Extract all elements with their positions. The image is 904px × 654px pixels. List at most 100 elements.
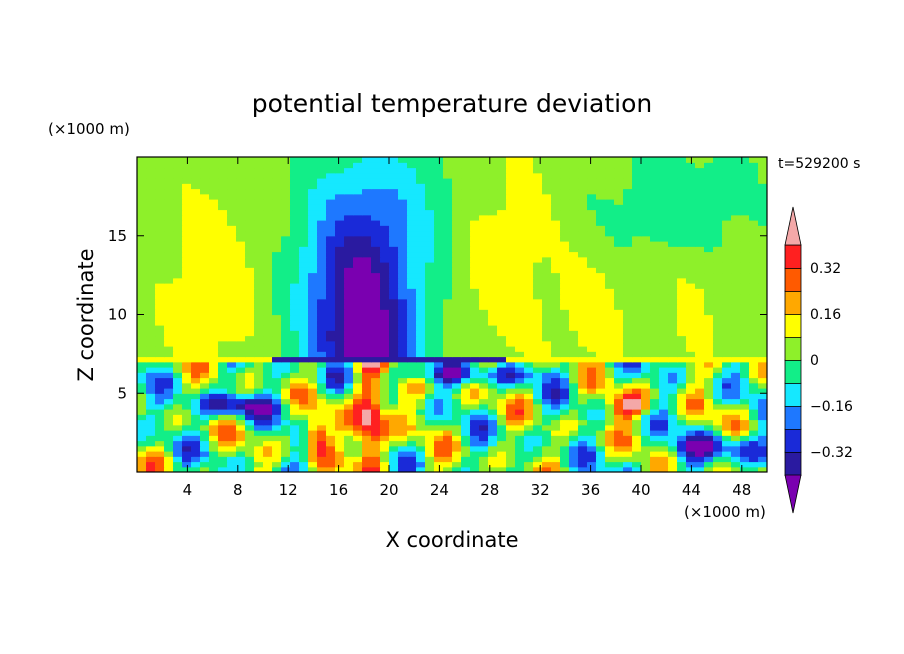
heatmap-cell [173, 466, 183, 472]
heatmap-cell [263, 419, 273, 426]
heatmap-cell [263, 267, 273, 274]
heatmap-cell [659, 346, 669, 352]
heatmap-cell [416, 304, 426, 310]
heatmap-cell [686, 388, 696, 394]
heatmap-cell [389, 246, 399, 253]
heatmap-cell [362, 235, 372, 242]
heatmap-cell [695, 456, 705, 463]
heatmap-cell [425, 220, 435, 226]
heatmap-cell [164, 251, 174, 258]
heatmap-cell [236, 298, 246, 305]
heatmap-cell [461, 293, 471, 300]
heatmap-cell [407, 256, 417, 263]
heatmap-cell [722, 466, 732, 472]
heatmap-cell [542, 466, 552, 472]
heatmap-cell [254, 440, 264, 447]
heatmap-cell [218, 288, 228, 295]
heatmap-cell [281, 466, 291, 472]
heatmap-cell [443, 440, 453, 447]
heatmap-cell [731, 214, 741, 221]
heatmap-cell [551, 361, 561, 368]
heatmap-cell [398, 167, 408, 174]
heatmap-cell [641, 367, 651, 373]
heatmap-cell [686, 246, 696, 253]
heatmap-cell [515, 361, 525, 368]
heatmap-cell [452, 346, 462, 352]
heatmap-cell [641, 382, 651, 389]
heatmap-cell [533, 172, 543, 179]
heatmap-cell [533, 277, 543, 284]
heatmap-cell [704, 178, 714, 184]
heatmap-cell [308, 256, 318, 263]
heatmap-cell [578, 246, 588, 253]
heatmap-cell [353, 235, 363, 242]
heatmap-cell [335, 340, 345, 347]
heatmap-cell [677, 309, 687, 316]
heatmap-cell [335, 314, 345, 321]
heatmap-cell [605, 256, 615, 263]
heatmap-cell [740, 461, 750, 468]
heatmap-cell [263, 361, 273, 368]
heatmap-cell [164, 361, 174, 368]
heatmap-cell [245, 435, 255, 442]
heatmap-cell [542, 382, 552, 389]
heatmap-cell [632, 340, 642, 347]
heatmap-cell [731, 356, 741, 363]
heatmap-cell [461, 167, 471, 174]
heatmap-cell [290, 351, 300, 358]
heatmap-cell [587, 193, 597, 200]
heatmap-cell [641, 451, 651, 457]
heatmap-cell [560, 361, 570, 368]
heatmap-cell [416, 178, 426, 184]
heatmap-cell [425, 178, 435, 184]
heatmap-cell [749, 314, 759, 321]
heatmap-cell [182, 356, 192, 363]
heatmap-cell [632, 230, 642, 237]
heatmap-cell [236, 256, 246, 263]
heatmap-cell [497, 388, 507, 394]
heatmap-cell [173, 277, 183, 284]
heatmap-cell [236, 199, 246, 205]
heatmap-cell [173, 157, 183, 163]
heatmap-cell [353, 220, 363, 226]
heatmap-cell [308, 393, 318, 400]
heatmap-cell [722, 377, 732, 384]
heatmap-cell [434, 330, 444, 337]
heatmap-cell [398, 298, 408, 305]
heatmap-cell [695, 440, 705, 447]
heatmap-cell [605, 214, 615, 221]
heatmap-cell [452, 330, 462, 337]
heatmap-cell [425, 214, 435, 221]
heatmap-cell [182, 214, 192, 221]
heatmap-cell [740, 277, 750, 284]
heatmap-cell [434, 214, 444, 221]
heatmap-cell [236, 204, 246, 211]
heatmap-cell [605, 178, 615, 184]
heatmap-cell [749, 346, 759, 352]
heatmap-cell [263, 304, 273, 310]
x-tick-label: 4 [183, 481, 193, 499]
heatmap-cell [263, 193, 273, 200]
heatmap-cell [227, 372, 237, 379]
heatmap-cell [290, 325, 300, 331]
heatmap-cell [722, 193, 732, 200]
heatmap-cell [209, 267, 219, 274]
heatmap-cell [560, 461, 570, 468]
heatmap-cell [713, 188, 723, 195]
heatmap-cell [614, 456, 624, 463]
heatmap-cell [137, 409, 147, 415]
heatmap-cell [380, 267, 390, 274]
heatmap-cell [515, 167, 525, 174]
heatmap-cell [434, 277, 444, 284]
heatmap-cell [641, 419, 651, 426]
heatmap-cell [371, 335, 381, 342]
heatmap-cell [506, 262, 516, 268]
heatmap-cell [758, 346, 767, 352]
heatmap-cell [722, 346, 732, 352]
heatmap-cell [236, 393, 246, 400]
heatmap-cell [425, 403, 435, 410]
heatmap-cell [695, 283, 705, 289]
heatmap-cell [209, 314, 219, 321]
heatmap-cell [407, 183, 417, 190]
heatmap-cell [497, 346, 507, 352]
